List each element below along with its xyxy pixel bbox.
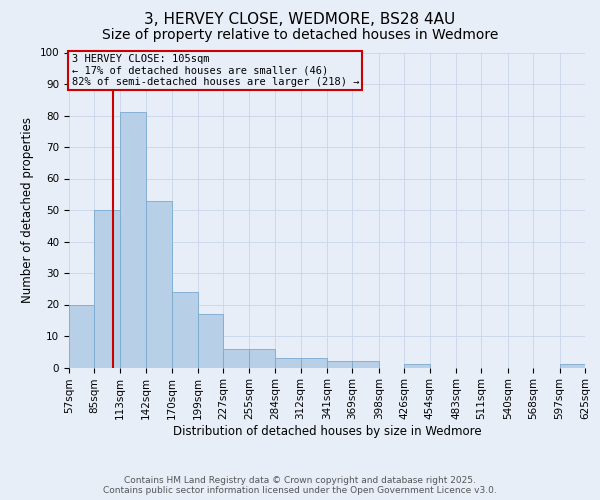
Bar (301, 358, 327, 368)
Text: 3 HERVEY CLOSE: 105sqm
← 17% of detached houses are smaller (46)
82% of semi-det: 3 HERVEY CLOSE: 105sqm ← 17% of detached… (71, 54, 359, 88)
Bar (198, 314, 223, 368)
Bar (275, 358, 301, 368)
Bar (249, 348, 275, 368)
Bar (327, 361, 352, 368)
Text: Contains HM Land Registry data © Crown copyright and database right 2025.
Contai: Contains HM Land Registry data © Crown c… (103, 476, 497, 495)
Text: 3, HERVEY CLOSE, WEDMORE, BS28 4AU: 3, HERVEY CLOSE, WEDMORE, BS28 4AU (145, 12, 455, 28)
X-axis label: Distribution of detached houses by size in Wedmore: Distribution of detached houses by size … (173, 425, 481, 438)
Y-axis label: Number of detached properties: Number of detached properties (21, 117, 34, 303)
Bar (404, 364, 430, 368)
Bar (172, 292, 198, 368)
Text: Size of property relative to detached houses in Wedmore: Size of property relative to detached ho… (102, 28, 498, 42)
Bar (585, 364, 600, 368)
Bar (94, 210, 120, 368)
Bar (120, 112, 146, 368)
Bar (223, 348, 249, 368)
Bar (69, 304, 94, 368)
Bar (146, 200, 172, 368)
Bar (352, 361, 379, 368)
Bar (560, 364, 585, 368)
